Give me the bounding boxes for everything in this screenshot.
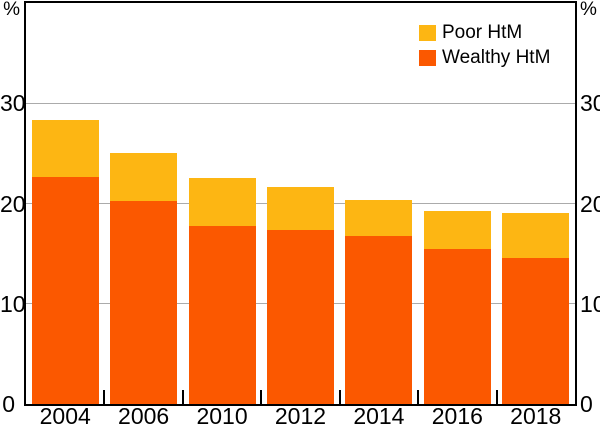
- y-axis-unit-left: %: [3, 0, 20, 20]
- x-tick-2: [181, 390, 184, 404]
- gridline-30: [26, 102, 575, 104]
- x-label-2018: 2018: [510, 403, 562, 427]
- bars-container: [26, 3, 575, 404]
- bar-segment-wealthy-htm-2004: [31, 177, 99, 404]
- y-label-left-10: 10: [0, 290, 26, 317]
- x-label-2006: 2006: [118, 403, 170, 427]
- bar-segment-poor-htm-2004: [31, 120, 99, 178]
- bar-slot-2010: [183, 3, 261, 404]
- legend-item-poor-htm: Poor HtM: [419, 20, 550, 45]
- x-label-2004: 2004: [39, 403, 91, 427]
- legend-swatch-wealthy-htm: [419, 49, 436, 66]
- bar-segment-wealthy-htm-2018: [502, 257, 570, 404]
- x-label-2010: 2010: [196, 403, 248, 427]
- bar-slot-2012: [261, 3, 339, 404]
- bar-2014: [345, 3, 413, 404]
- bar-segment-poor-htm-2016: [423, 210, 491, 249]
- bar-slot-2004: [26, 3, 104, 404]
- bar-2018: [502, 3, 570, 404]
- bar-segment-wealthy-htm-2016: [423, 248, 491, 404]
- legend-label: Poor HtM: [442, 22, 523, 43]
- bar-slot-2014: [340, 3, 418, 404]
- y-label-left-30: 30: [0, 90, 26, 117]
- legend-label: Wealthy HtM: [442, 47, 551, 68]
- x-label-2016: 2016: [431, 403, 483, 427]
- y-label-right-10: 10: [580, 290, 600, 317]
- bar-segment-wealthy-htm-2006: [110, 200, 178, 404]
- y-label-left-0: 0: [2, 391, 15, 417]
- y-axis-unit-right: %: [580, 0, 597, 20]
- x-tick-5: [417, 390, 420, 404]
- bar-slot-2016: [418, 3, 496, 404]
- bar-2012: [266, 3, 334, 404]
- x-tick-1: [103, 390, 106, 404]
- bar-2006: [110, 3, 178, 404]
- plot-area: [24, 1, 577, 406]
- legend-swatch-poor-htm: [419, 24, 436, 41]
- plot-inner: [26, 3, 575, 404]
- bar-segment-wealthy-htm-2012: [266, 229, 334, 404]
- bar-segment-wealthy-htm-2010: [188, 225, 256, 404]
- x-label-2012: 2012: [274, 403, 327, 427]
- bar-segment-wealthy-htm-2014: [345, 235, 413, 404]
- bar-segment-poor-htm-2012: [266, 187, 334, 230]
- x-axis-labels: 2004 2006 2010 2012 2014 2016 2018: [26, 405, 575, 427]
- x-tick-6: [495, 390, 498, 404]
- legend-item-wealthy-htm: Wealthy HtM: [419, 45, 550, 70]
- bar-2004: [31, 3, 99, 404]
- y-label-right-0: 0: [580, 391, 593, 417]
- bar-segment-poor-htm-2018: [502, 212, 570, 258]
- legend: Poor HtM Wealthy HtM: [419, 20, 550, 70]
- y-label-right-20: 20: [580, 190, 600, 217]
- bar-slot-2006: [104, 3, 182, 404]
- bar-segment-poor-htm-2010: [188, 178, 256, 226]
- y-label-right-30: 30: [580, 90, 600, 117]
- bar-2016: [423, 3, 491, 404]
- bar-segment-poor-htm-2014: [345, 199, 413, 236]
- y-label-left-20: 20: [0, 190, 26, 217]
- x-label-2014: 2014: [353, 403, 405, 427]
- bar-segment-poor-htm-2006: [110, 153, 178, 201]
- bar-slot-2018: [497, 3, 575, 404]
- x-tick-3: [260, 390, 263, 404]
- bar-2010: [188, 3, 256, 404]
- x-tick-4: [338, 390, 341, 404]
